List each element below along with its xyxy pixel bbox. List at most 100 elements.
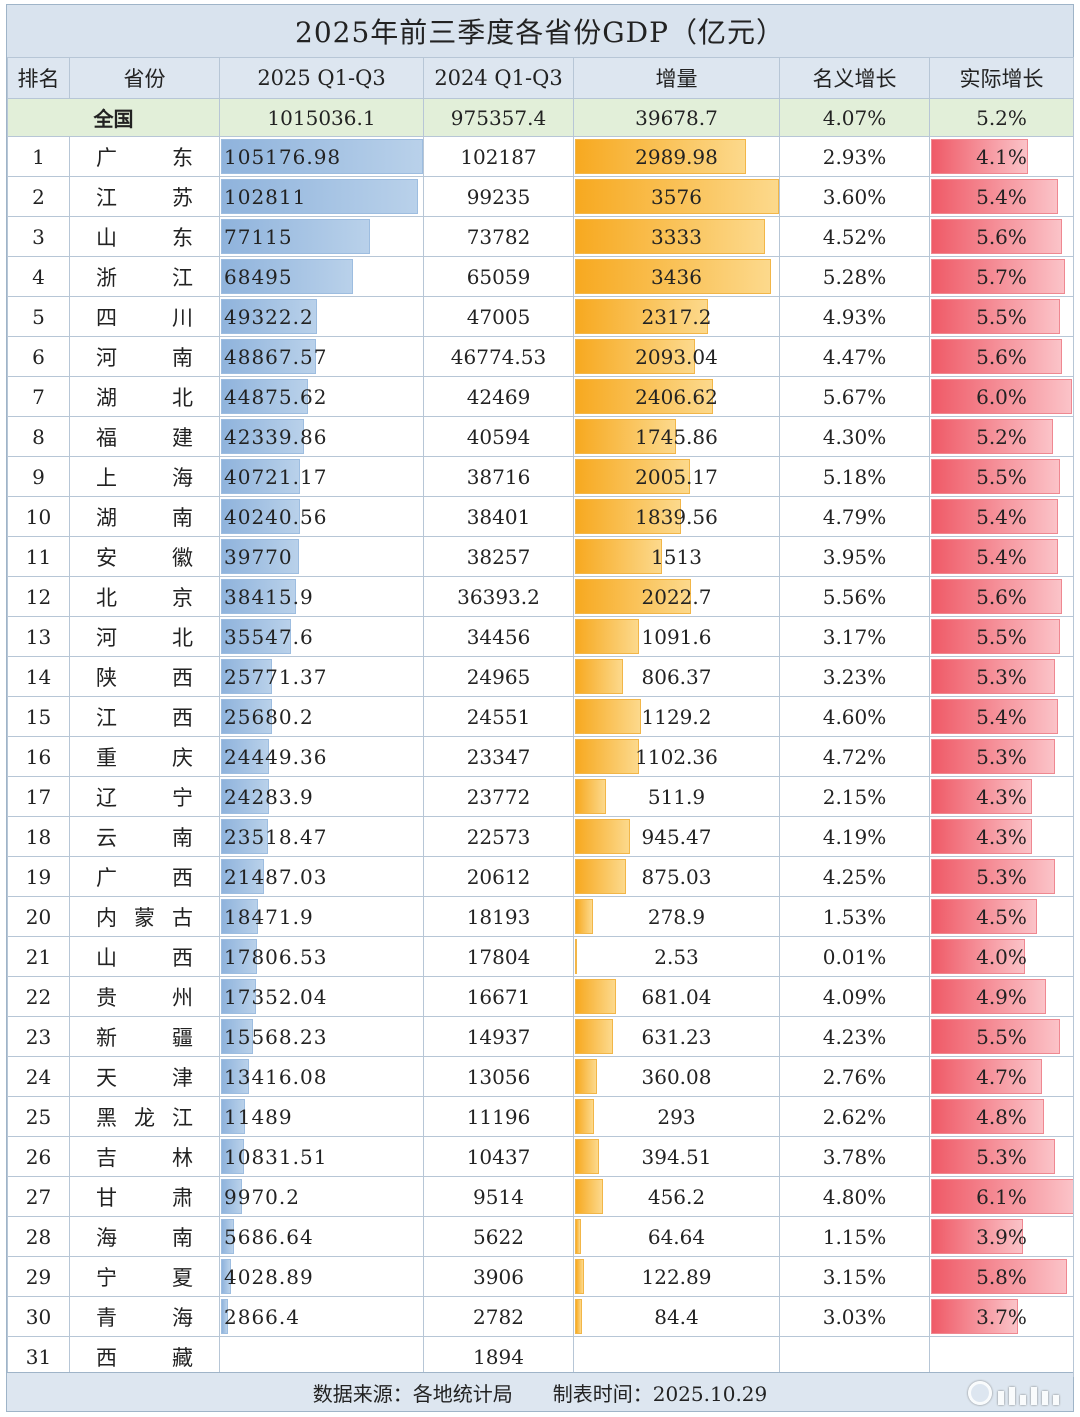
gdp-2024-cell: 9514 [423,1176,574,1217]
province-cell: 海南 [69,1216,220,1257]
nation-increase: 39678.7 [573,98,780,137]
table-row: 23 新疆 15568.23 14937 631.23 4.23% 5.5% [7,1016,1074,1057]
increase-bar [575,259,771,294]
real-growth-bar [931,859,1056,894]
table-row: 13 河北 35547.6 34456 1091.6 3.17% 5.5% [7,616,1074,657]
increase-bar [575,379,713,414]
increase-cell: 360.08 [573,1056,780,1097]
real-growth-bar [931,339,1063,374]
rank-cell: 22 [7,976,70,1017]
nominal-growth-cell: 4.30% [779,416,930,457]
real-growth-bar [931,1219,1024,1254]
increase-cell: 3436 [573,256,780,297]
rank-cell: 5 [7,296,70,337]
gdp-2025-bar [221,739,270,774]
province-char: 州 [172,985,193,1010]
rank-cell: 24 [7,1056,70,1097]
province-char: 川 [172,305,193,330]
table-title: 2025年前三季度各省份GDP（亿元） [7,5,1073,58]
real-growth-cell: 5.3% [929,736,1074,777]
gdp-2025-cell: 25771.37 [219,656,424,697]
increase-cell: 456.2 [573,1176,780,1217]
increase-bar [575,299,708,334]
gdp-2024-cell: 3906 [423,1256,574,1297]
nominal-growth-cell: 2.62% [779,1096,930,1137]
gdp-2025-bar [221,1099,245,1134]
increase-bar [575,619,639,654]
nominal-growth-cell: 1.53% [779,896,930,937]
increase-cell [573,1336,780,1377]
province-char: 湖 [96,385,117,410]
gdp-2025-bar [221,1259,231,1294]
table-row: 28 海南 5686.64 5622 64.64 1.15% 3.9% [7,1216,1074,1257]
real-growth-cell: 5.5% [929,616,1074,657]
nation-row: 全国 1015036.1 975357.4 39678.7 4.07% 5.2% [7,98,1074,137]
gdp-2024-cell: 46774.53 [423,336,574,377]
rank-cell: 12 [7,576,70,617]
province-char: 海 [96,1225,117,1250]
increase-bar [575,979,616,1014]
gdp-2024-cell: 40594 [423,416,574,457]
table-row: 25 黑龙江 11489 11196 293 2.62% 4.8% [7,1096,1074,1137]
province-char: 贵 [96,985,117,1010]
real-growth-cell: 5.3% [929,856,1074,897]
real-growth-bar [931,139,1028,174]
nominal-growth-cell: 3.15% [779,1256,930,1297]
increase-bar [575,1099,594,1134]
province-char: 宁 [172,785,193,810]
province-char: 西 [172,665,193,690]
nominal-growth-cell: 3.17% [779,616,930,657]
nation-label: 全国 [7,98,220,137]
table-row: 5 四川 49322.2 47005 2317.2 4.93% 5.5% [7,296,1074,337]
increase-cell: 278.9 [573,896,780,937]
gdp-2025-cell: 21487.03 [219,856,424,897]
province-char: 四 [96,305,117,330]
increase-bar [575,1019,613,1054]
gdp-2025-bar [221,1019,253,1054]
table-row: 20 内蒙古 18471.9 18193 278.9 1.53% 4.5% [7,896,1074,937]
province-char: 福 [96,425,117,450]
province-cell: 河南 [69,336,220,377]
province-cell: 西藏 [69,1336,220,1377]
gdp-2025-cell: 35547.6 [219,616,424,657]
province-char: 蒙 [134,905,155,930]
province-cell: 青海 [69,1296,220,1337]
gdp-2025-bar [221,539,299,574]
nominal-growth-cell: 2.93% [779,136,930,177]
increase-cell: 2005.17 [573,456,780,497]
gdp-2025-cell: 17352.04 [219,976,424,1017]
province-char: 津 [172,1065,193,1090]
gdp-2024-cell: 38716 [423,456,574,497]
gdp-2025-bar [221,499,300,534]
nominal-growth-cell: 5.67% [779,376,930,417]
real-growth-bar [931,739,1056,774]
province-char: 湖 [96,505,117,530]
increase-cell: 1513 [573,536,780,577]
increase-bar [575,1299,582,1334]
gdp-2024-cell: 10437 [423,1136,574,1177]
real-growth-cell: 5.4% [929,496,1074,537]
gdp-2025-bar [221,1139,244,1174]
rank-cell: 1 [7,136,70,177]
province-char: 甘 [96,1185,117,1210]
header-row: 排名 省份 2025 Q1-Q3 2024 Q1-Q3 增量 名义增长 实际增长 [7,57,1074,99]
gdp-2025-cell: 5686.64 [219,1216,424,1257]
gdp-2025-bar [221,579,297,614]
real-growth-bar [931,459,1060,494]
province-char: 宁 [96,1265,117,1290]
real-growth-bar [931,779,1033,814]
increase-cell: 875.03 [573,856,780,897]
gdp-2024-cell: 102187 [423,136,574,177]
real-growth-bar [931,939,1026,974]
gdp-2024-cell: 18193 [423,896,574,937]
increase-cell: 806.37 [573,656,780,697]
table-row: 16 重庆 24449.36 23347 1102.36 4.72% 5.3% [7,736,1074,777]
real-growth-cell: 4.9% [929,976,1074,1017]
province-char: 西 [172,945,193,970]
rank-cell: 18 [7,816,70,857]
rank-cell: 28 [7,1216,70,1257]
real-growth-bar [931,1059,1042,1094]
province-char: 辽 [96,785,117,810]
gdp-2024-cell: 38401 [423,496,574,537]
province-char: 西 [96,1345,117,1370]
